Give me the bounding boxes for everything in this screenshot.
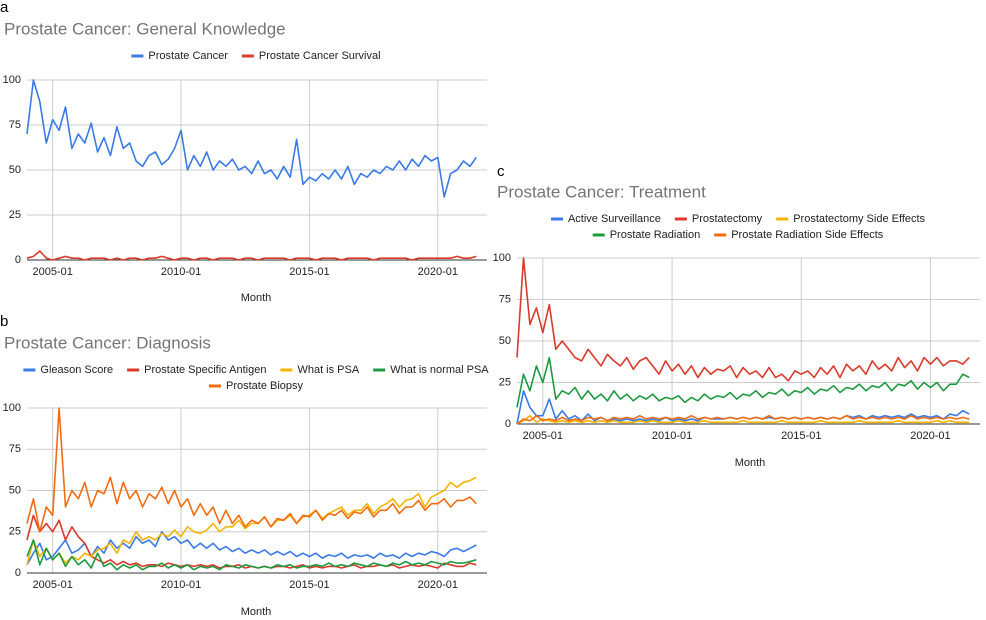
y-tick-label: 100	[3, 402, 21, 414]
x-tick-label: 2015-01	[781, 430, 821, 442]
legend-item: Prostate Cancer	[131, 50, 228, 62]
x-tick-label: 2005-01	[32, 266, 72, 278]
x-axis-label: Month	[241, 606, 272, 618]
legend-item: Prostatectomy	[674, 213, 763, 225]
x-tick-label: 2010-01	[652, 430, 692, 442]
series-line	[26, 531, 477, 566]
panel-label: c	[497, 163, 505, 180]
legend-label: Prostate Cancer Survival	[259, 50, 381, 62]
y-tick-label: 50	[9, 164, 21, 176]
legend-label: What is normal PSA	[390, 364, 489, 376]
y-tick-label: 0	[15, 254, 21, 266]
series-line	[516, 356, 970, 408]
legend-label: Prostatectomy Side Effects	[793, 213, 925, 225]
legend-item: Prostate Radiation	[592, 229, 701, 241]
y-tick-label: 25	[499, 376, 511, 388]
legend-item: Gleason Score	[23, 364, 113, 376]
legend-label: Gleason Score	[40, 364, 113, 376]
series-line	[516, 414, 970, 425]
x-tick-label: 2010-01	[161, 266, 201, 278]
legend-item: Prostate Cancer Survival	[241, 50, 381, 62]
y-tick-label: 100	[493, 252, 511, 264]
legend-item: Prostatectomy Side Effects	[776, 213, 926, 225]
chart-panel: a Prostate Cancer: General Knowledge 0 25 50…	[0, 0, 487, 304]
chart-title: Prostate Cancer: Treatment	[497, 182, 706, 201]
y-tick-label: 50	[9, 484, 21, 496]
series-line	[516, 257, 970, 382]
legend-label: Prostate Cancer	[148, 50, 228, 62]
y-tick-label: 75	[9, 443, 21, 455]
legend-label: Prostate Radiation	[610, 229, 701, 241]
legend-item: Prostate Biopsy	[208, 380, 304, 392]
series-line	[26, 539, 477, 571]
x-axis-label: Month	[735, 457, 766, 469]
series-line	[26, 79, 477, 198]
x-tick-label: 2010-01	[161, 579, 201, 591]
series-line	[26, 250, 477, 261]
y-tick-label: 0	[15, 567, 21, 579]
x-tick-label: 2020-01	[418, 266, 458, 278]
x-tick-label: 2020-01	[910, 430, 950, 442]
x-tick-label: 2005-01	[523, 430, 563, 442]
legend-label: Prostate Radiation Side Effects	[731, 229, 884, 241]
legend-item: Prostate Specific Antigen	[127, 364, 266, 376]
y-tick-label: 75	[9, 119, 21, 131]
legend-label: Prostate Specific Antigen	[144, 364, 266, 376]
series-line	[26, 476, 477, 565]
y-tick-label: 50	[499, 335, 511, 347]
x-tick-label: 2005-01	[32, 579, 72, 591]
series-line	[516, 414, 970, 425]
legend-item: Active Surveillance	[550, 213, 661, 225]
chart-panel: b Prostate Cancer: Diagnosis 0 25 50 75 100 200…	[0, 313, 489, 618]
legend-item: What is PSA	[280, 364, 360, 376]
x-axis-label: Month	[241, 292, 272, 304]
y-tick-label: 0	[505, 418, 511, 430]
legend-item: Prostate Radiation Side Effects	[714, 229, 884, 241]
x-tick-label: 2015-01	[289, 266, 329, 278]
x-tick-label: 2015-01	[289, 579, 329, 591]
chart-panel: c Prostate Cancer: Treatment 0 25 50 75 100 200…	[493, 163, 980, 469]
legend-item: What is normal PSA	[373, 364, 489, 376]
chart-title: Prostate Cancer: General Knowledge	[4, 19, 286, 38]
x-tick-label: 2020-01	[418, 579, 458, 591]
legend-label: Prostatectomy	[692, 213, 763, 225]
chart-title: Prostate Cancer: Diagnosis	[4, 333, 211, 352]
y-tick-label: 25	[9, 526, 21, 538]
legend-label: What is PSA	[297, 364, 359, 376]
series-line	[26, 407, 477, 533]
legend-label: Active Surveillance	[568, 213, 661, 225]
panel-label: b	[0, 313, 8, 330]
legend-label: Prostate Biopsy	[226, 380, 304, 392]
y-tick-label: 75	[499, 293, 511, 305]
y-tick-label: 25	[9, 209, 21, 221]
panel-label: a	[0, 0, 9, 16]
y-tick-label: 100	[3, 74, 21, 86]
